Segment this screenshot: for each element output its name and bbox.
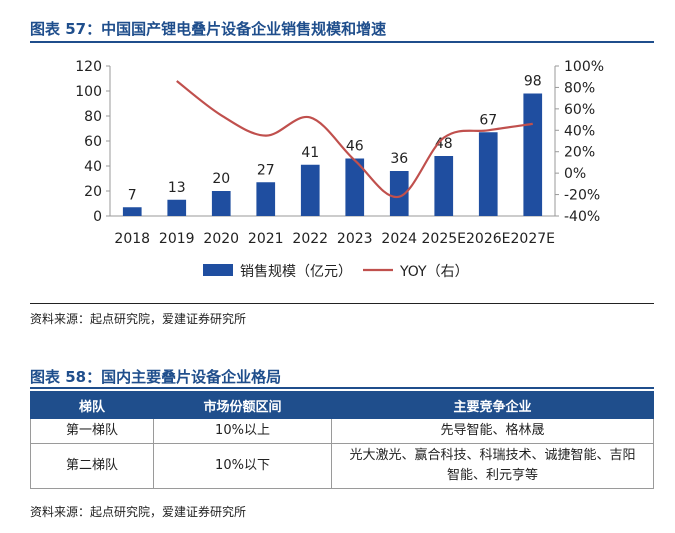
right-tick-label: 0% [564, 166, 586, 182]
figure-57-title: 图表 57：中国国产锂电叠片设备企业销售规模和增速 [30, 20, 387, 38]
figure-57-source: 资料来源：起点研究院，爱建证券研究所 [30, 312, 247, 326]
x-tick-label: 2020 [203, 231, 239, 247]
companies-cell: 光大激光、赢合科技、科瑞技术、诚捷智能、吉阳智能、利元亨等 [331, 443, 654, 489]
x-tick-label: 2023 [337, 231, 373, 247]
bar-value-label: 46 [346, 139, 364, 155]
table-title-rule [30, 387, 654, 389]
sales-bar [300, 164, 320, 216]
tier-cell: 第二梯队 [30, 443, 154, 489]
header-share: 市场份额区间 [153, 391, 332, 419]
legend-line-label: YOY（右） [399, 264, 469, 280]
table-row: 第二梯队 10%以下 光大激光、赢合科技、科瑞技术、诚捷智能、吉阳智能、利元亨等 [30, 443, 654, 489]
table-row: 第一梯队 10%以上 先导智能、格林晟 [30, 418, 654, 444]
title-rule [30, 41, 654, 43]
bar-value-label: 36 [390, 151, 408, 167]
left-tick-label: 0 [93, 209, 102, 225]
share-cell: 10%以上 [153, 418, 332, 444]
sales-bar [256, 182, 276, 216]
right-tick-label: 60% [564, 102, 595, 118]
sales-bar [389, 171, 409, 216]
right-tick-label: -20% [564, 188, 600, 204]
x-tick-label: 2024 [381, 231, 417, 247]
x-tick-label: 2025E [422, 231, 466, 247]
bar-value-label: 20 [212, 171, 230, 187]
right-tick-label: 20% [564, 145, 595, 161]
sales-bar [345, 158, 365, 216]
left-tick-label: 120 [75, 59, 102, 75]
table-header-row: 梯队 市场份额区间 主要竞争企业 [30, 391, 654, 419]
sales-bar [122, 207, 142, 216]
bar-value-label: 41 [301, 145, 319, 161]
yoy-line [176, 80, 533, 198]
left-tick-label: 100 [75, 84, 102, 100]
left-tick-label: 80 [84, 109, 102, 125]
bar-value-label: 48 [435, 136, 453, 152]
x-tick-label: 2027E [511, 231, 555, 247]
left-tick-label: 20 [84, 184, 102, 200]
tier-table: 梯队 市场份额区间 主要竞争企业 第一梯队 10%以上 先导智能、格林晟 第二梯… [30, 391, 654, 489]
tier-cell: 第一梯队 [30, 418, 154, 444]
right-tick-label: 80% [564, 80, 595, 96]
left-tick-label: 40 [84, 159, 102, 175]
header-companies: 主要竞争企业 [331, 391, 654, 419]
sales-bar [211, 191, 231, 216]
right-tick-label: 100% [564, 59, 604, 75]
x-tick-label: 2021 [248, 231, 284, 247]
share-cell: 10%以下 [153, 443, 332, 489]
x-tick-label: 2026E [466, 231, 510, 247]
figure-58-source: 资料来源：起点研究院，爱建证券研究所 [30, 505, 247, 519]
sales-bar [523, 93, 543, 216]
bar-value-label: 13 [168, 180, 186, 196]
legend-bar-swatch [203, 264, 233, 276]
sales-bar [167, 199, 187, 216]
chart-divider [30, 303, 654, 304]
figure-58-title: 图表 58：国内主要叠片设备企业格局 [30, 368, 282, 386]
legend-bar-label: 销售规模（亿元） [240, 264, 352, 280]
bar-value-label: 98 [524, 74, 542, 90]
bar-value-label: 7 [128, 187, 137, 203]
x-tick-label: 2018 [114, 231, 150, 247]
sales-chart: 0 20 40 60 80 100 120 -40% -20% 0% 20% 40% 60% 80% 100… [75, 59, 604, 280]
bar-value-label: 67 [479, 112, 497, 128]
companies-cell: 先导智能、格林晟 [331, 418, 654, 444]
sales-bar [478, 132, 498, 216]
bar-value-label: 27 [257, 162, 275, 178]
right-tick-label: -40% [564, 209, 600, 225]
right-tick-label: 40% [564, 123, 595, 139]
sales-bar [434, 156, 454, 216]
header-tier: 梯队 [30, 391, 154, 419]
x-tick-label: 2019 [159, 231, 195, 247]
left-tick-label: 60 [84, 134, 102, 150]
x-tick-label: 2022 [292, 231, 328, 247]
